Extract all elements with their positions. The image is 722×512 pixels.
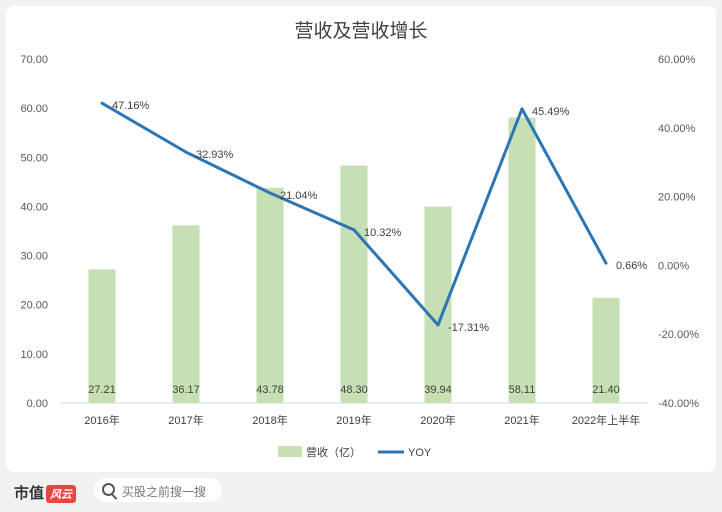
- yoy-data-label: 45.49%: [532, 106, 570, 118]
- yoy-point: [520, 107, 524, 111]
- revenue-data-label: 58.11: [509, 384, 536, 396]
- x-axis-tick-label: 2018年: [252, 413, 287, 427]
- left-axis-tick-label: 0.00: [27, 398, 48, 410]
- left-axis-tick-label: 30.00: [20, 251, 48, 263]
- left-axis-tick-label: 20.00: [20, 300, 48, 312]
- revenue-bar: [424, 206, 452, 403]
- revenue-data-label: 39.94: [424, 384, 452, 396]
- legend-label-revenue: 营收（亿）: [306, 445, 361, 459]
- revenue-data-label: 48.30: [340, 384, 368, 396]
- chart-canvas: 0.00 10.00 20.00 30.00 40.00 50.00 60.00 70.00 -…: [20, 54, 699, 459]
- yoy-point: [184, 150, 188, 154]
- yoy-point: [100, 101, 104, 105]
- yoy-point: [268, 191, 272, 195]
- right-axis-tick-label: 40.00%: [658, 123, 696, 135]
- right-axis-tick-label: -40.00%: [658, 398, 699, 410]
- right-axis-tick-label: 20.00%: [658, 192, 696, 204]
- left-axis-tick-label: 10.00: [20, 349, 48, 361]
- legend-swatch-revenue: [278, 446, 302, 457]
- revenue-bar: [172, 225, 200, 403]
- revenue-bar: [592, 297, 620, 403]
- brand-badge: 风云: [46, 485, 77, 503]
- left-axis-tick-label: 60.00: [20, 103, 48, 115]
- yoy-data-label: 0.66%: [616, 260, 647, 272]
- search-placeholder: 买股之前搜一搜: [122, 485, 207, 499]
- legend-label-yoy: YOY: [408, 447, 432, 459]
- x-axis-tick-label: 2021年: [504, 413, 539, 427]
- revenue-data-label: 21.40: [592, 384, 620, 396]
- footer-bar: 市值 风云 买股之前搜一搜: [0, 472, 722, 512]
- left-axis-tick-label: 70.00: [20, 54, 48, 66]
- x-axis-tick-label: 2019年: [336, 413, 371, 427]
- revenue-bar: [256, 187, 284, 403]
- revenue-data-label: 43.78: [256, 384, 284, 396]
- yoy-data-label: 32.93%: [196, 149, 234, 161]
- left-axis-tick-label: 40.00: [20, 201, 48, 213]
- revenue-data-label: 27.21: [88, 384, 116, 396]
- revenue-bar: [88, 269, 116, 403]
- yoy-point: [352, 228, 356, 232]
- revenue-bar: [340, 165, 368, 403]
- yoy-data-label: -17.31%: [448, 322, 489, 334]
- yoy-data-label: 10.32%: [364, 227, 402, 239]
- right-axis-tick-label: 0.00%: [658, 260, 689, 272]
- brand-logo: 市值 风云: [14, 482, 77, 503]
- brand-name: 市值: [14, 484, 45, 502]
- search-box[interactable]: 买股之前搜一搜: [94, 478, 222, 502]
- yoy-data-label: 47.16%: [112, 100, 150, 112]
- chart-title: 营收及营收增长: [294, 21, 428, 42]
- left-axis-tick-label: 50.00: [20, 152, 48, 164]
- right-axis-tick-label: -20.00%: [658, 329, 699, 341]
- yoy-point: [436, 323, 440, 327]
- yoy-point: [604, 261, 608, 265]
- x-axis-tick-label: 2022年上半年: [572, 413, 640, 427]
- right-axis-tick-label: 60.00%: [658, 54, 696, 66]
- search-icon: [102, 483, 115, 496]
- yoy-data-label: 21.04%: [280, 190, 318, 202]
- x-axis-tick-label: 2020年: [420, 413, 455, 427]
- revenue-bar: [508, 117, 536, 404]
- x-axis-tick-label: 2016年: [84, 413, 119, 427]
- x-axis-tick-label: 2017年: [168, 413, 203, 427]
- revenue-data-label: 36.17: [172, 384, 200, 396]
